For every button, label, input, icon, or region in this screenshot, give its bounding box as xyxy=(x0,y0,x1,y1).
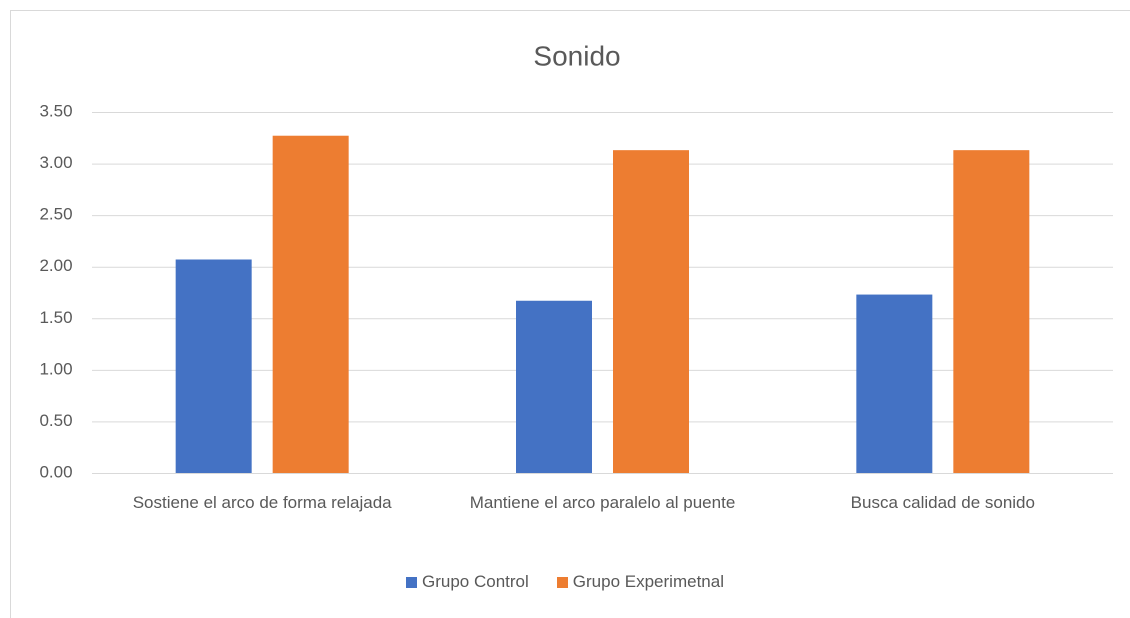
legend-item: Grupo Experimetnal xyxy=(556,572,724,592)
bar xyxy=(272,135,349,474)
bar xyxy=(856,294,933,473)
legend-label: Grupo Control xyxy=(422,572,529,591)
chart-border xyxy=(10,10,1130,618)
legend-swatch xyxy=(556,576,568,588)
y-tick-label: 0.00 xyxy=(39,462,72,481)
legend: Grupo Control Grupo Experimetnal xyxy=(0,572,1130,592)
bar xyxy=(953,150,1030,474)
bar xyxy=(613,150,689,474)
x-tick-label: Sostiene el arco de forma relajada xyxy=(132,493,392,512)
y-tick-label: 3.00 xyxy=(39,153,72,172)
legend-swatch xyxy=(406,576,418,588)
y-tick-label: 3.50 xyxy=(39,101,72,120)
y-tick-label: 2.00 xyxy=(39,256,72,275)
bar xyxy=(175,259,252,473)
y-tick-label: 1.00 xyxy=(39,359,72,378)
x-tick-label: Busca calidad de sonido xyxy=(850,493,1035,512)
legend-label: Grupo Experimetnal xyxy=(572,572,724,591)
x-tick-label: Mantiene el arco paralelo al puente xyxy=(469,493,736,512)
y-tick-label: 2.50 xyxy=(39,205,72,224)
y-tick-label: 0.50 xyxy=(39,411,72,430)
legend-item: Grupo Control xyxy=(406,572,529,592)
chart-title: Sonido xyxy=(533,40,620,71)
y-tick-label: 1.50 xyxy=(39,308,72,327)
bar xyxy=(516,300,592,473)
